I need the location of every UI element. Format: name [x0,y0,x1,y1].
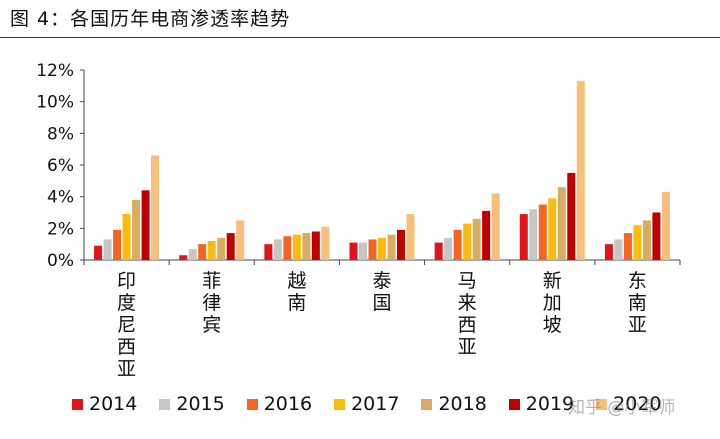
bar [519,214,528,260]
bar [472,218,481,260]
legend-swatch [334,398,346,410]
legend-item: 2016 [246,393,313,415]
bar [292,234,301,260]
bar [132,199,141,260]
title-divider [0,37,720,38]
legend-label: 2019 [525,393,575,415]
bar [387,234,396,260]
bar [491,193,500,260]
bar [482,210,491,260]
legend-swatch [246,398,258,410]
bar [576,81,585,260]
bar [103,239,112,260]
bar [567,172,576,260]
bar [434,242,443,260]
category-label: 印度尼西亚 [117,270,137,380]
bar [406,214,415,260]
legend: 2014 2015 2016 2017 2018 2019 2020 [72,393,684,419]
bar [368,239,377,260]
bar [614,239,623,260]
bar [548,198,557,260]
y-tick-label: 8% [47,124,74,144]
bar [188,248,197,260]
bar [661,191,670,260]
bar [141,190,150,260]
bar [623,233,632,260]
legend-item: 2014 [72,393,137,415]
bar [283,236,292,260]
bar [198,244,207,260]
legend-label: 2017 [351,393,400,415]
bar [604,244,613,260]
legend-swatch [72,398,83,410]
bar [113,229,122,260]
y-tick-label: 2% [47,219,74,239]
category-label: 越南 [287,270,307,314]
bar [179,255,188,260]
bar [94,245,103,260]
bar [349,242,358,260]
bar [273,239,282,260]
bar [453,229,462,260]
category-label: 马来西亚 [457,270,477,358]
bar [378,237,386,260]
y-tick-label: 12% [36,61,74,81]
bar [122,214,131,260]
bar [207,241,216,260]
bar [151,155,160,260]
bar [444,237,453,260]
bar [236,220,245,260]
legend-label: 2014 [89,393,138,415]
legend-swatch [596,398,608,410]
bar [321,226,330,260]
legend-label: 2016 [263,393,313,415]
legend-item: 2017 [334,393,399,415]
legend-label: 2015 [176,393,225,415]
y-tick-label: 4% [47,188,74,208]
legend-item: 2019 [508,393,575,415]
bar [359,242,367,260]
y-tick-label: 10% [36,93,74,113]
bar [642,220,651,260]
y-tick-label: 6% [47,156,74,176]
bar [311,231,320,260]
bar [217,237,226,260]
legend-swatch [159,398,171,410]
bar [264,244,273,260]
bar [397,229,405,260]
category-label: 泰国 [372,270,392,314]
bar [226,233,235,260]
y-tick-label: 0% [47,251,74,271]
legend-swatch [508,398,520,410]
bar [557,187,566,260]
bar [302,233,311,260]
bar [538,204,547,260]
bar [529,209,538,260]
legend-label: 2018 [438,393,487,415]
figure-title: 图 4：各国历年电商渗透率趋势 [10,8,291,30]
bar [652,212,661,260]
bar [633,225,642,260]
watermark: 知乎 @小军师 [568,398,676,418]
legend-swatch [421,398,433,410]
legend-label: 2020 [613,393,662,415]
legend-item: 2015 [159,393,225,415]
category-label: 菲律宾 [202,270,222,336]
category-label: 东南亚 [627,270,647,336]
category-label: 新加坡 [542,270,562,336]
legend-item: 2018 [421,393,487,415]
bar [463,223,472,260]
legend-item: 2020 [596,393,662,415]
